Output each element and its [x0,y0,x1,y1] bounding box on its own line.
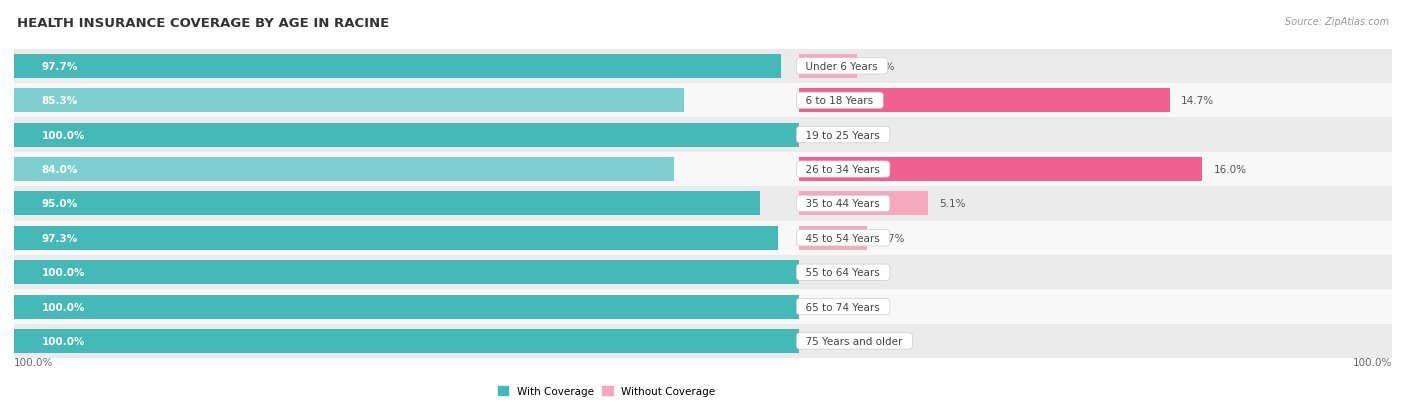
Text: 84.0%: 84.0% [42,165,77,175]
Legend: With Coverage, Without Coverage: With Coverage, Without Coverage [498,386,716,396]
Text: 0.0%: 0.0% [810,336,837,346]
Bar [14,123,800,147]
Bar [14,290,1392,324]
Bar [14,261,800,285]
Text: 2.3%: 2.3% [869,62,894,72]
Text: 100.0%: 100.0% [14,357,53,368]
Bar [800,55,858,79]
Text: 16.0%: 16.0% [1213,165,1246,175]
Text: 100.0%: 100.0% [42,131,86,140]
Text: HEALTH INSURANCE COVERAGE BY AGE IN RACINE: HEALTH INSURANCE COVERAGE BY AGE IN RACI… [17,17,389,29]
Bar [14,158,673,182]
Bar [14,84,1392,118]
Text: 100.0%: 100.0% [42,268,86,278]
Text: 85.3%: 85.3% [42,96,77,106]
Bar [14,192,761,216]
Text: 6 to 18 Years: 6 to 18 Years [800,96,880,106]
Bar [14,295,800,319]
Bar [14,324,1392,358]
Text: 97.7%: 97.7% [42,62,77,72]
Text: 100.0%: 100.0% [42,336,86,346]
Bar [14,89,683,113]
Text: Source: ZipAtlas.com: Source: ZipAtlas.com [1285,17,1389,26]
Bar [14,226,779,250]
Bar [800,192,928,216]
Text: 45 to 54 Years: 45 to 54 Years [800,233,887,243]
Text: 14.7%: 14.7% [1181,96,1213,106]
Text: 0.0%: 0.0% [810,268,837,278]
Text: 75 Years and older: 75 Years and older [800,336,910,346]
Text: 19 to 25 Years: 19 to 25 Years [800,131,887,140]
Bar [14,255,1392,290]
Bar [14,187,1392,221]
Bar [14,55,782,79]
Text: 35 to 44 Years: 35 to 44 Years [800,199,887,209]
Text: 2.7%: 2.7% [879,233,905,243]
Bar [800,89,1170,113]
Text: 26 to 34 Years: 26 to 34 Years [800,165,887,175]
Bar [14,152,1392,187]
Bar [14,329,800,353]
Text: 0.0%: 0.0% [810,131,837,140]
Text: 100.0%: 100.0% [1353,357,1392,368]
Text: 97.3%: 97.3% [42,233,77,243]
Bar [14,221,1392,255]
Text: 5.1%: 5.1% [939,199,966,209]
Text: 55 to 64 Years: 55 to 64 Years [800,268,887,278]
Text: Under 6 Years: Under 6 Years [800,62,884,72]
Bar [14,50,1392,84]
Text: 100.0%: 100.0% [42,302,86,312]
Text: 0.0%: 0.0% [810,302,837,312]
Bar [14,118,1392,152]
Bar [800,158,1202,182]
Text: 65 to 74 Years: 65 to 74 Years [800,302,887,312]
Bar [800,226,868,250]
Text: 95.0%: 95.0% [42,199,77,209]
